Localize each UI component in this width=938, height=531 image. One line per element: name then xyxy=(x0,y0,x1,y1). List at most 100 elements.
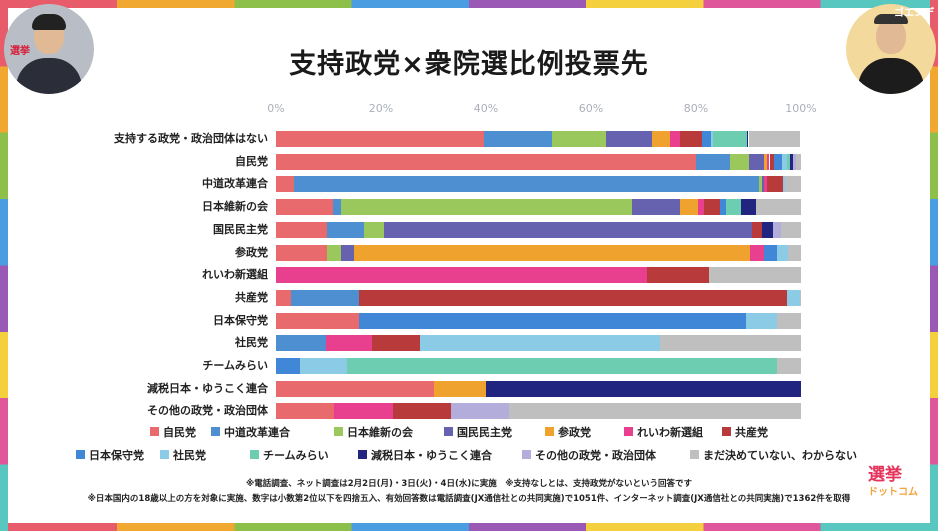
bar-segment xyxy=(787,153,790,170)
x-tick-label: 100% xyxy=(785,102,817,115)
bar-segment xyxy=(759,176,762,193)
bar-segment xyxy=(450,403,510,420)
legend-label: 共産党 xyxy=(735,426,768,439)
bar-segment xyxy=(276,199,333,216)
bar-segment xyxy=(353,244,751,261)
bar-segment xyxy=(660,335,801,352)
category-label: 減税日本・ゆうこく連合 xyxy=(147,381,268,395)
legend-label: その他の政党・政治団体 xyxy=(535,449,656,462)
bar-segment xyxy=(777,358,801,374)
bar-segment xyxy=(276,403,335,420)
bar-segment xyxy=(746,131,749,147)
legend-item: その他の政党・政治団体 xyxy=(522,449,656,463)
bar-segment xyxy=(340,244,354,261)
bar-segment xyxy=(299,358,347,374)
chart-title: 支持政党×衆院選比例投票先 xyxy=(289,49,649,80)
frame-top-band xyxy=(0,0,938,8)
bar-segment xyxy=(358,289,787,306)
bar-segment xyxy=(372,335,421,352)
legend-swatch xyxy=(522,450,531,459)
bar-segment xyxy=(761,176,765,193)
bar-segment xyxy=(740,199,757,216)
bar-segment xyxy=(346,358,778,374)
bar-segment xyxy=(680,131,703,147)
bar-segment xyxy=(762,221,773,238)
bar-segment xyxy=(334,403,393,420)
survey-note-1: ※電話調査、ネット調査は2月2日(月)・3日(火)・4日(水)に実施 ※支持なし… xyxy=(246,479,692,489)
bar-segment xyxy=(359,312,747,329)
legend-label: チームみらい xyxy=(263,449,329,462)
legend-item: 中道改革連合 xyxy=(211,426,290,440)
bar-segment xyxy=(698,199,705,216)
bar-segment xyxy=(670,131,681,147)
bar-segment xyxy=(764,176,767,193)
category-label: れいわ新選組 xyxy=(202,268,268,282)
bar-segment xyxy=(756,199,801,216)
bar-segment xyxy=(800,289,801,306)
category-label: 日本保守党 xyxy=(213,313,268,327)
bar-segment xyxy=(748,153,765,170)
bar-segment xyxy=(708,267,801,284)
bar-segment xyxy=(276,335,326,352)
bar-segment xyxy=(780,221,801,238)
category-label: 参政党 xyxy=(235,245,268,259)
bar-segment xyxy=(763,244,777,261)
legend-item: 社民党 xyxy=(160,449,206,463)
legend-label: 減税日本・ゆうこく連合 xyxy=(371,449,492,462)
legend-item: チームみらい xyxy=(250,449,329,463)
bar-segment xyxy=(710,131,714,147)
bar-segment xyxy=(332,199,341,216)
bar-segment xyxy=(327,221,365,238)
legend-label: 国民民主党 xyxy=(457,426,512,439)
bar-segment xyxy=(767,153,770,170)
x-tick-label: 0% xyxy=(267,102,285,115)
bar-segment xyxy=(291,289,359,306)
bar-segment xyxy=(782,176,786,193)
legend-label: 日本維新の会 xyxy=(347,426,413,439)
x-tick-label: 40% xyxy=(473,102,499,115)
legend-item: 参政党 xyxy=(545,426,591,440)
legend-swatch xyxy=(545,427,554,436)
legend-item: 共産党 xyxy=(722,426,768,440)
legend-swatch xyxy=(150,427,159,436)
host-hair xyxy=(32,14,66,30)
category-label: 日本維新の会 xyxy=(202,200,268,214)
legend-item: 日本保守党 xyxy=(76,449,144,463)
legend-item: れいわ新選組 xyxy=(624,426,703,440)
bar-segment xyxy=(751,221,763,238)
legend-item: 減税日本・ゆうこく連合 xyxy=(358,449,492,463)
x-tick-label: 60% xyxy=(578,102,604,115)
legend-swatch xyxy=(624,427,633,436)
bar-segment xyxy=(766,176,783,193)
legend-swatch xyxy=(690,450,699,459)
legend-swatch xyxy=(358,450,367,459)
host-avatar-right xyxy=(846,4,936,94)
legend-label: 参政党 xyxy=(558,426,591,439)
bar-segment xyxy=(364,221,385,238)
logo-sub-text: ドットコム xyxy=(868,487,918,498)
legend-label: 中道改革連合 xyxy=(224,426,290,439)
legend-item: 自民党 xyxy=(150,426,196,440)
bar-segment xyxy=(785,176,801,193)
legend-swatch xyxy=(334,427,343,436)
legend-swatch xyxy=(444,427,453,436)
bar-segment xyxy=(646,267,709,284)
category-label: 社民党 xyxy=(235,336,268,350)
bar-segment xyxy=(483,131,553,147)
bar-segment xyxy=(276,312,360,329)
bar-segment xyxy=(772,221,781,238)
chart-panel xyxy=(8,8,930,523)
bar-segment xyxy=(392,403,451,420)
bar-segment xyxy=(276,221,328,238)
bar-segment xyxy=(750,244,764,261)
bar-segment xyxy=(631,199,680,216)
top-left-logo: 選挙 xyxy=(10,46,30,57)
bar-segment xyxy=(276,380,434,397)
bar-segment xyxy=(605,131,652,147)
legend-item: 日本維新の会 xyxy=(334,426,413,440)
bar-segment xyxy=(704,199,721,216)
frame-bottom-band xyxy=(0,523,938,531)
legend-swatch xyxy=(211,427,220,436)
legend-label: 社民党 xyxy=(173,449,206,462)
bar-segment xyxy=(384,221,752,238)
